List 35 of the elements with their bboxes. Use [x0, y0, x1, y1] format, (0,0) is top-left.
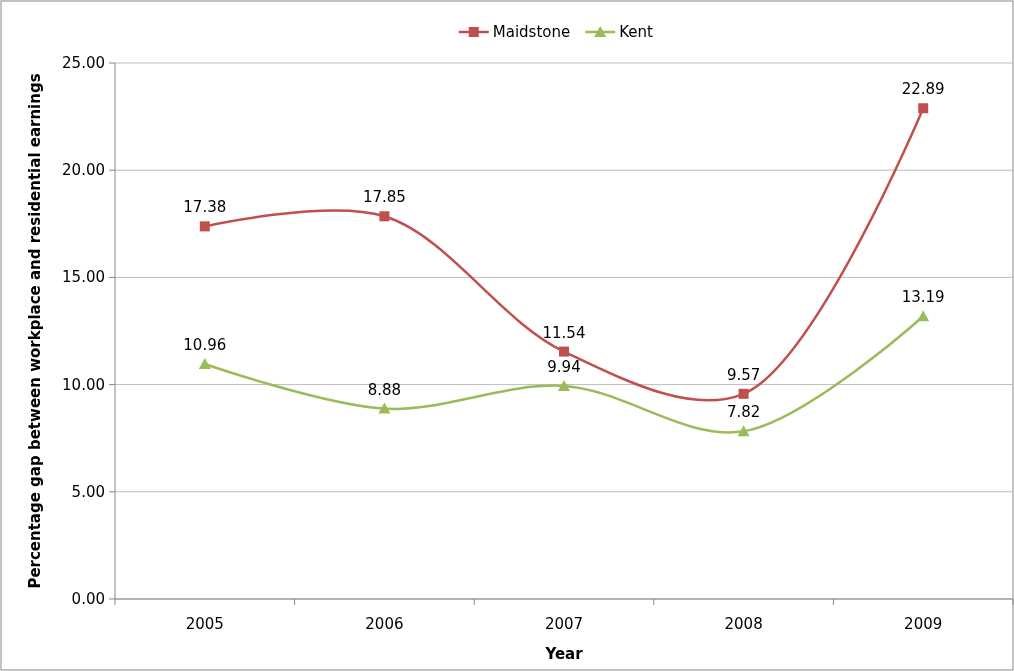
point [378, 402, 391, 414]
y-tick-label: 20.00 [62, 161, 105, 180]
point [199, 221, 210, 232]
data-label: 10.96 [183, 336, 227, 355]
y-axis-title: Percentage gap between workplace and residential earnings [26, 73, 44, 589]
x-tick-label: 2007 [544, 615, 584, 633]
legend-label: Maidstone [492, 23, 571, 41]
x-tick-label: 2005 [185, 615, 224, 633]
x-axis-title: Year [544, 645, 584, 663]
y-tick-label: 0.00 [71, 590, 105, 608]
point [558, 379, 570, 391]
x-tick-label: 2006 [365, 615, 404, 633]
data-label: 7.82 [726, 403, 761, 422]
point [918, 103, 929, 114]
data-label: 17.38 [183, 198, 227, 217]
point [738, 388, 749, 399]
x-tick-label: 2008 [724, 615, 763, 633]
y-tick-label: 15.00 [62, 268, 105, 287]
point [737, 425, 750, 437]
x-tick-label: 2009 [904, 615, 943, 633]
data-label: 13.19 [901, 288, 945, 307]
point [559, 346, 569, 357]
data-label: 9.94 [547, 357, 581, 376]
data-label: 22.89 [901, 80, 945, 99]
data-label: 11.54 [542, 323, 586, 342]
y-tick-label: 10.00 [62, 375, 105, 394]
y-tick-label: 25.00 [62, 54, 105, 72]
data-label: 9.57 [726, 365, 761, 384]
y-tick-label: 5.00 [71, 482, 105, 501]
data-label: 17.85 [362, 188, 406, 207]
point [198, 358, 211, 370]
data-label: 8.88 [367, 380, 402, 399]
point [379, 211, 390, 222]
point [917, 310, 930, 322]
legend-label: Kent [619, 23, 654, 41]
